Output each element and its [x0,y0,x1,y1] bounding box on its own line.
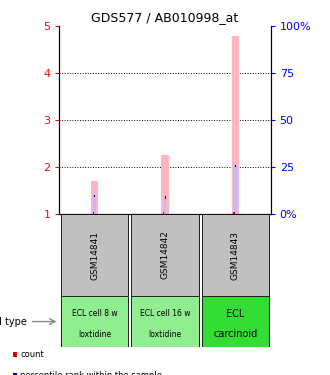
Bar [93,212,94,215]
Text: cell type: cell type [0,316,26,327]
Bar [161,155,169,214]
Text: GSM14842: GSM14842 [160,231,170,279]
Bar [234,165,237,214]
Bar [165,196,166,199]
Bar [234,212,235,215]
Bar [94,195,95,197]
Bar [61,296,128,347]
Bar [164,196,166,214]
Title: GDS577 / AB010998_at: GDS577 / AB010998_at [91,11,239,24]
Bar [163,212,164,215]
Text: carcinoid: carcinoid [213,329,257,339]
Text: GSM14843: GSM14843 [231,231,240,279]
Bar [202,214,269,296]
Bar [202,296,269,347]
Text: loxtidine: loxtidine [78,330,111,339]
Text: GSM14841: GSM14841 [90,231,99,279]
Bar [232,36,239,214]
Text: percentile rank within the sample: percentile rank within the sample [20,370,162,375]
Bar [93,195,96,214]
Bar [235,165,236,167]
Bar [131,214,199,296]
Text: count: count [20,350,44,359]
Text: ECL: ECL [226,309,245,319]
Text: loxtidine: loxtidine [148,330,182,339]
Bar [131,296,199,347]
Bar [91,181,98,214]
Text: ECL cell 8 w: ECL cell 8 w [72,309,117,318]
Bar [61,214,128,296]
Text: ECL cell 16 w: ECL cell 16 w [140,309,190,318]
